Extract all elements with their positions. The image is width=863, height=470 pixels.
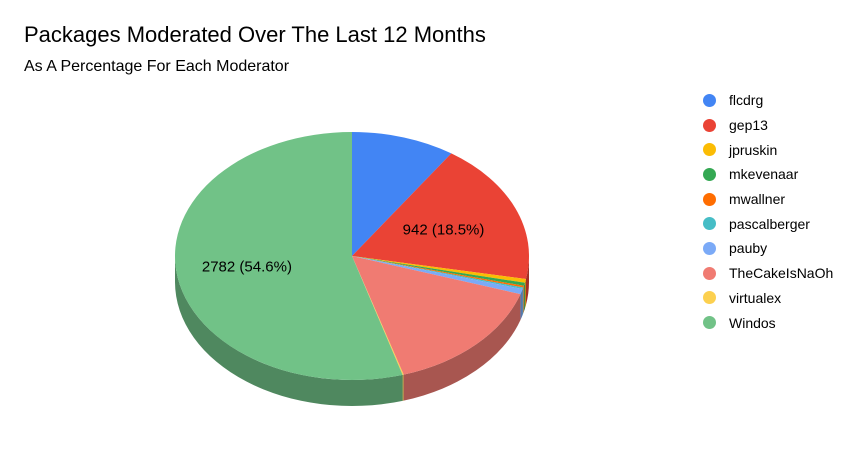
legend-swatch	[703, 217, 716, 231]
legend-swatch	[703, 241, 716, 255]
pie-slice-Windos[interactable]	[174, 132, 403, 380]
pie-slice-pascalberger[interactable]	[352, 256, 524, 290]
legend-swatch	[703, 118, 716, 132]
pie-slices	[174, 132, 529, 380]
pie-slice-virtualex[interactable]	[352, 256, 404, 375]
pie-side-jpruskin	[524, 279, 526, 309]
legend-label: pascalberger	[729, 215, 810, 232]
legend-swatch	[703, 291, 716, 305]
legend-item-gep13[interactable]: gep13	[703, 113, 833, 138]
legend-swatch	[703, 167, 716, 181]
legend-item-virtualex[interactable]: virtualex	[703, 286, 833, 311]
legend-swatch	[703, 93, 716, 107]
pie-side-virtualex	[402, 374, 404, 401]
pie-side-mwallner	[523, 285, 524, 314]
data-label-gep13: 942 (18.5%)	[403, 221, 485, 238]
pie-slice-jpruskin[interactable]	[352, 256, 526, 283]
data-labels: 942 (18.5%) 2782 (54.6%)	[202, 221, 485, 275]
legend-item-mwallner[interactable]: mwallner	[703, 187, 833, 212]
chart-subtitle: As A Percentage For Each Moderator	[24, 58, 290, 75]
legend-swatch	[703, 316, 716, 330]
pie-side-gep13	[525, 256, 529, 306]
legend-label: pauby	[729, 240, 768, 257]
pie-slice-TheCakeIsNaOh[interactable]	[352, 256, 521, 375]
pie-side-pauby	[520, 289, 523, 321]
legend-label: virtualex	[729, 289, 782, 306]
pie-side-mkevenaar	[523, 282, 525, 312]
chart-title: Packages Moderated Over The Last 12 Mont…	[24, 22, 486, 47]
legend-item-Windos[interactable]: Windos	[703, 310, 833, 335]
legend-label: Windos	[729, 314, 776, 331]
legend-swatch	[703, 192, 716, 206]
legend-label: mwallner	[729, 191, 786, 208]
legend-item-jpruskin[interactable]: jpruskin	[703, 137, 833, 162]
legend-item-pauby[interactable]: pauby	[703, 236, 833, 261]
pie-slice-mwallner[interactable]	[352, 256, 524, 288]
legend-label: gep13	[729, 117, 768, 134]
legend-item-TheCakeIsNaOh[interactable]: TheCakeIsNaOh	[703, 261, 833, 286]
legend-label: flcdrg	[729, 92, 764, 109]
pie-slice-pauby[interactable]	[352, 256, 523, 295]
pie-slice-mkevenaar[interactable]	[352, 256, 525, 286]
pie-side-Windos	[175, 256, 403, 406]
chart-legend: flcdrg gep13 jpruskin mkevenaar mwallner pasc…	[703, 88, 833, 335]
legend-item-mkevenaar[interactable]: mkevenaar	[703, 162, 833, 187]
legend-label: TheCakeIsNaOh	[729, 265, 834, 282]
legend-label: jpruskin	[729, 141, 778, 158]
legend-item-flcdrg[interactable]: flcdrg	[703, 88, 833, 113]
legend-item-pascalberger[interactable]: pascalberger	[703, 211, 833, 236]
legend-swatch	[703, 143, 716, 157]
pie-side-TheCakeIsNaOh	[403, 294, 521, 401]
pie-slice-gep13[interactable]	[352, 153, 529, 280]
legend-label: mkevenaar	[729, 166, 799, 183]
pie-slice-flcdrg[interactable]	[352, 132, 452, 256]
legend-swatch	[703, 266, 716, 280]
pie-side-pascalberger	[522, 287, 524, 316]
pie-depth	[175, 256, 529, 406]
data-label-Windos: 2782 (54.6%)	[202, 259, 292, 276]
